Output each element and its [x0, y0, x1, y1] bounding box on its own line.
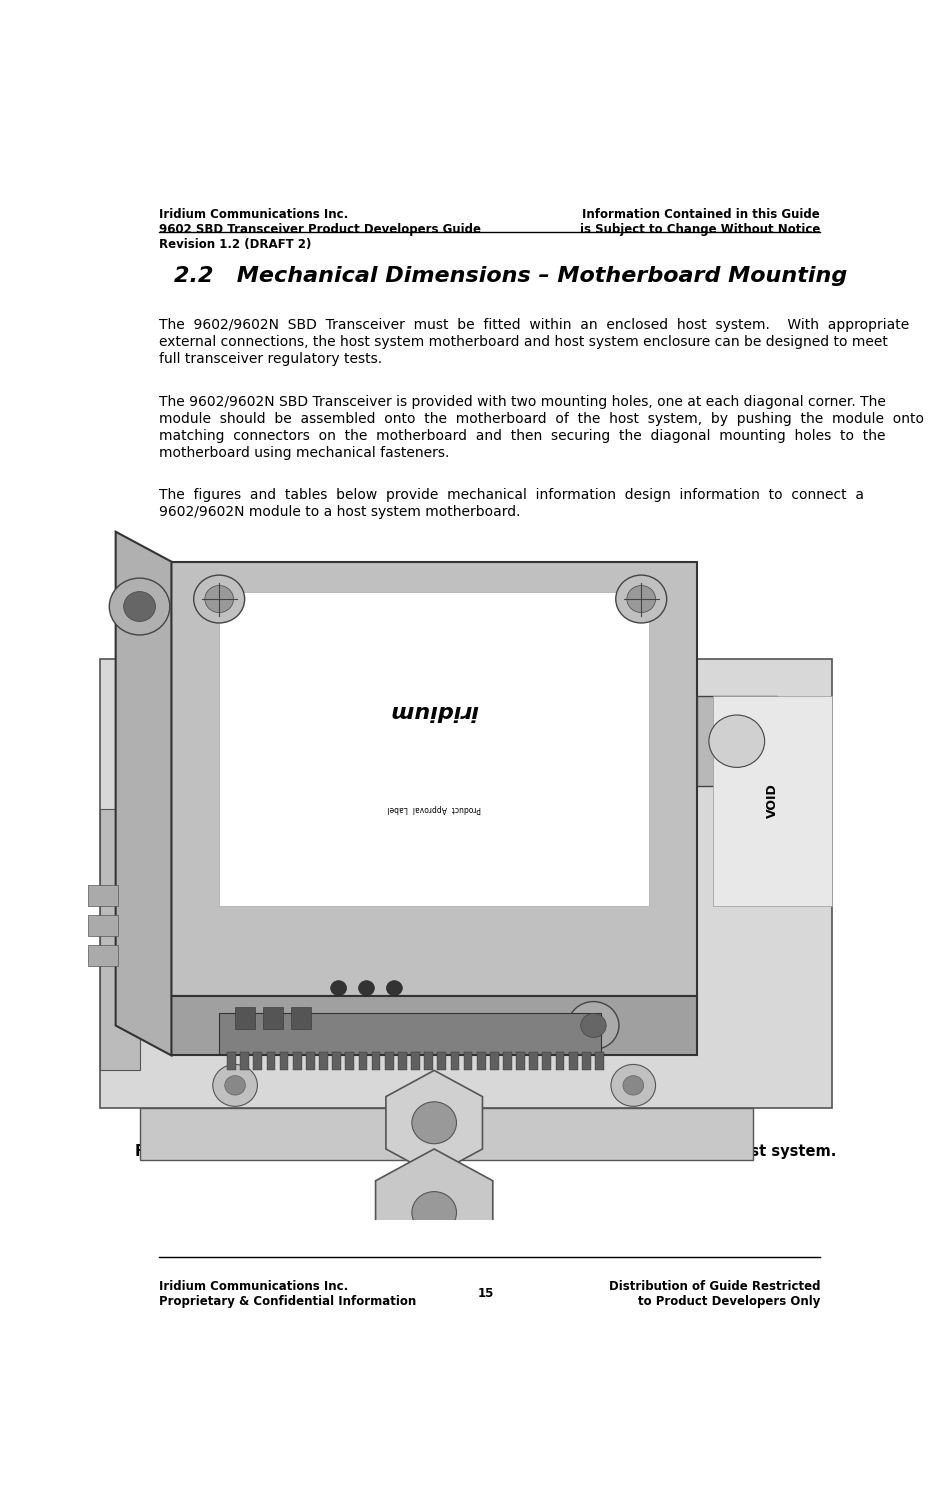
Bar [569, 1052, 577, 1070]
Circle shape [627, 585, 656, 612]
Text: Iridium Communications Inc.: Iridium Communications Inc. [159, 208, 348, 222]
Polygon shape [172, 561, 697, 996]
Bar [713, 696, 832, 906]
Bar [477, 1052, 485, 1070]
Text: 9602/9602N module to a host system motherboard.: 9602/9602N module to a host system mothe… [159, 504, 520, 519]
Text: full transceiver regulatory tests.: full transceiver regulatory tests. [159, 352, 382, 367]
Circle shape [623, 1076, 644, 1096]
Text: is Subject to Change Without Notice: is Subject to Change Without Notice [580, 223, 820, 237]
Circle shape [709, 716, 765, 768]
Circle shape [212, 1064, 258, 1106]
Bar [372, 1052, 380, 1070]
Bar [425, 1052, 433, 1070]
Circle shape [611, 1064, 656, 1106]
Bar [385, 1052, 393, 1070]
Text: module  should  be  assembled  onto  the  motherboard  of  the  host  system,  b: module should be assembled onto the moth… [159, 412, 924, 425]
Text: 9602 SBD Transceiver Product Developers Guide: 9602 SBD Transceiver Product Developers … [159, 223, 481, 237]
Text: Information Contained in this Guide: Information Contained in this Guide [582, 208, 820, 222]
Text: 15: 15 [478, 1287, 494, 1301]
Bar [88, 885, 118, 906]
Text: iridium: iridium [390, 701, 479, 722]
Bar [263, 1007, 283, 1030]
Bar [398, 1052, 407, 1070]
Text: to Product Developers Only: to Product Developers Only [638, 1295, 820, 1308]
Circle shape [411, 1102, 457, 1144]
Text: Iridium Communications Inc.: Iridium Communications Inc. [159, 1280, 348, 1293]
Text: 2.2   Mechanical Dimensions – Motherboard Mounting: 2.2 Mechanical Dimensions – Motherboard … [173, 266, 847, 286]
Circle shape [123, 591, 155, 621]
Bar [464, 1052, 472, 1070]
Bar [266, 1052, 275, 1070]
Bar [280, 1052, 288, 1070]
Bar [503, 1052, 512, 1070]
Bar [240, 1052, 249, 1070]
Bar [490, 1052, 499, 1070]
Text: Distribution of Guide Restricted: Distribution of Guide Restricted [609, 1280, 820, 1293]
Circle shape [387, 981, 402, 996]
Polygon shape [375, 1150, 493, 1275]
Text: VOID: VOID [766, 784, 779, 819]
Bar [88, 915, 118, 936]
Polygon shape [219, 591, 649, 906]
Bar [293, 1052, 301, 1070]
Circle shape [581, 1013, 606, 1037]
Bar [529, 1052, 538, 1070]
Polygon shape [100, 808, 139, 1070]
Circle shape [411, 1192, 457, 1234]
Bar [88, 945, 118, 966]
Bar [556, 1052, 564, 1070]
Bar [319, 1052, 328, 1070]
Circle shape [193, 575, 245, 623]
Bar [517, 1052, 525, 1070]
Circle shape [616, 575, 666, 623]
Circle shape [205, 585, 233, 612]
Text: Figure 3 General assembly of the 9602/9602N onto motherboard of the host system.: Figure 3 General assembly of the 9602/96… [136, 1144, 836, 1160]
Bar [437, 1052, 447, 1070]
Circle shape [109, 578, 170, 635]
Circle shape [568, 1001, 619, 1049]
Bar [358, 1052, 367, 1070]
Bar [235, 1007, 255, 1030]
Polygon shape [386, 1070, 483, 1175]
Polygon shape [100, 659, 832, 1108]
Text: external connections, the host system motherboard and host system enclosure can : external connections, the host system mo… [159, 335, 887, 349]
Text: The  9602/9602N  SBD  Transceiver  must  be  fitted  within  an  enclosed  host : The 9602/9602N SBD Transceiver must be f… [159, 317, 909, 332]
Text: Product  Approval  Label: Product Approval Label [388, 804, 481, 813]
Circle shape [358, 981, 374, 996]
Bar [582, 1052, 591, 1070]
Bar [450, 1052, 459, 1070]
Polygon shape [172, 996, 697, 1055]
Circle shape [225, 1076, 246, 1096]
Text: The 9602/9602N SBD Transceiver is provided with two mounting holes, one at each : The 9602/9602N SBD Transceiver is provid… [159, 395, 885, 409]
Bar [228, 1052, 236, 1070]
Bar [542, 1052, 551, 1070]
Polygon shape [139, 1108, 753, 1160]
Bar [291, 1007, 311, 1030]
Text: The  figures  and  tables  below  provide  mechanical  information  design  info: The figures and tables below provide mec… [159, 488, 864, 501]
Bar [697, 696, 776, 786]
Circle shape [331, 981, 347, 996]
Bar [306, 1052, 315, 1070]
Text: motherboard using mechanical fasteners.: motherboard using mechanical fasteners. [159, 446, 449, 460]
Bar [345, 1052, 355, 1070]
Polygon shape [116, 531, 172, 1055]
Text: Proprietary & Confidential Information: Proprietary & Confidential Information [159, 1295, 416, 1308]
Bar [219, 1013, 601, 1054]
Text: matching  connectors  on  the  motherboard  and  then  securing  the  diagonal  : matching connectors on the motherboard a… [159, 428, 885, 443]
Bar [411, 1052, 420, 1070]
Bar [595, 1052, 604, 1070]
Text: Revision 1.2 (DRAFT 2): Revision 1.2 (DRAFT 2) [159, 238, 311, 251]
Bar [332, 1052, 341, 1070]
Bar [253, 1052, 263, 1070]
